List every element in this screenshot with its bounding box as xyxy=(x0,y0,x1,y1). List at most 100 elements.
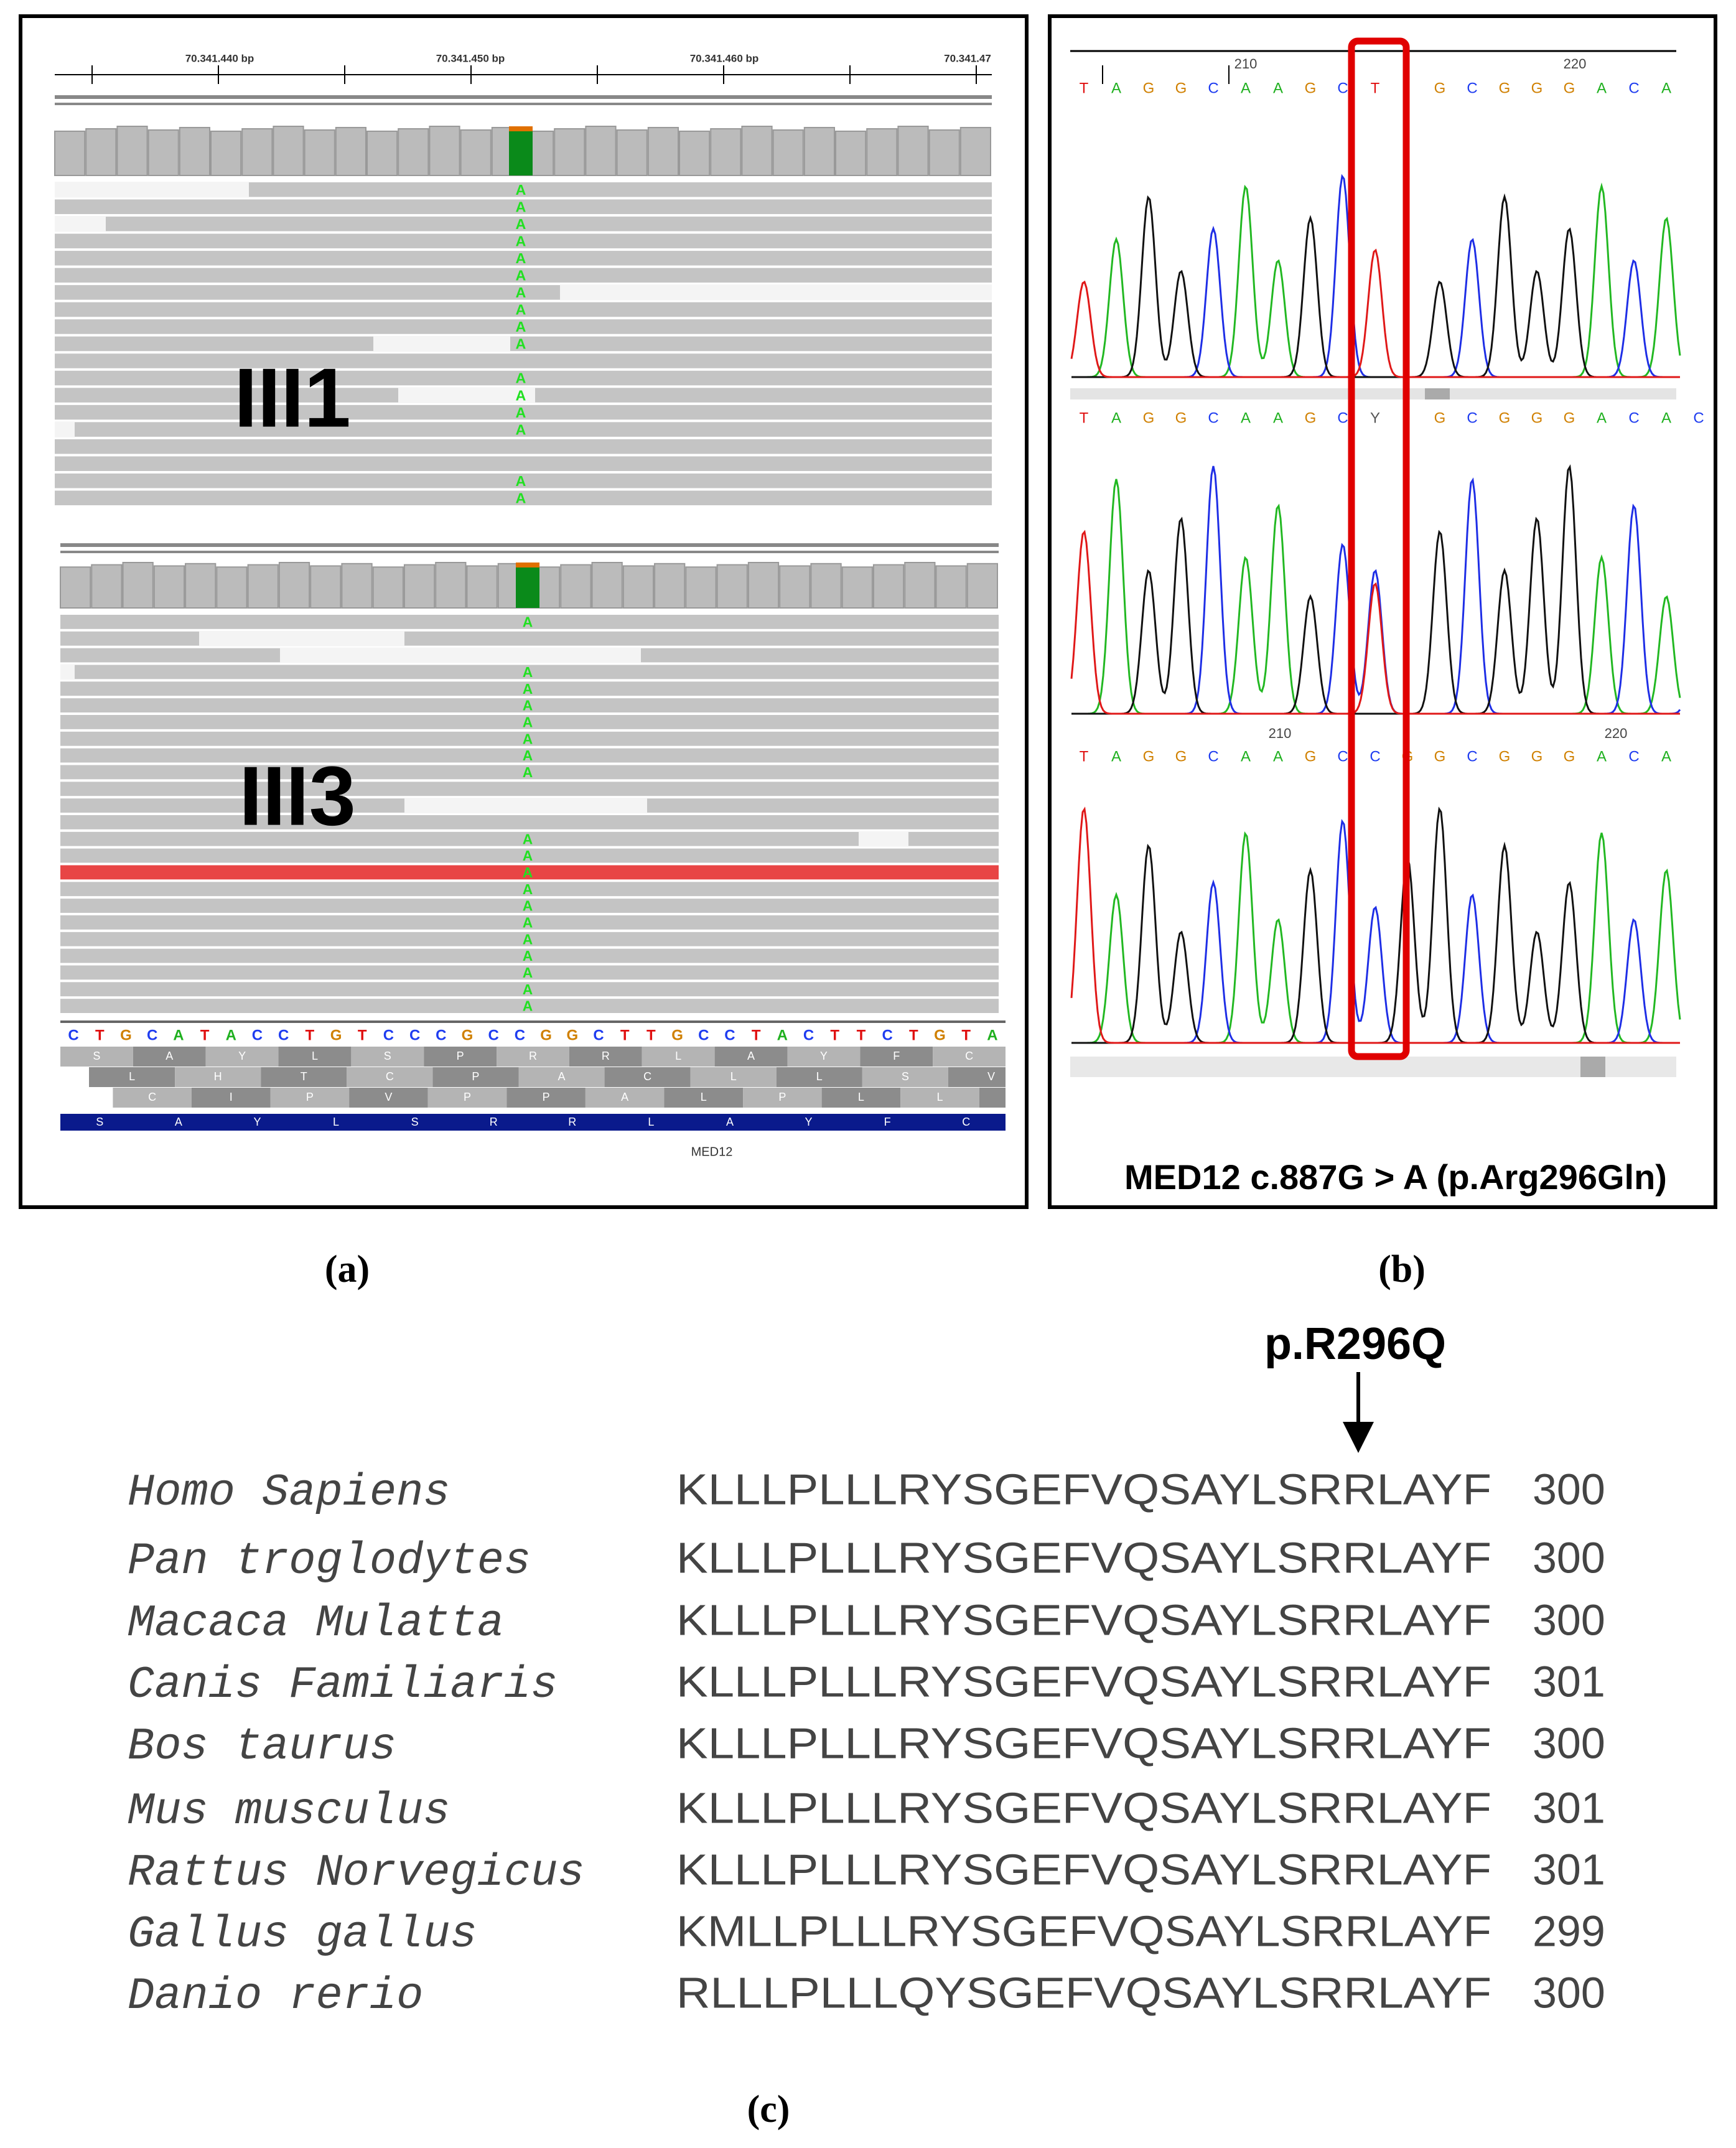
alt-base: A xyxy=(523,731,533,747)
gene-amino-acid: F xyxy=(884,1116,891,1128)
coverage-bar xyxy=(85,128,117,176)
ref-base: T xyxy=(909,1027,918,1044)
amino-acid: S xyxy=(384,1050,391,1062)
alt-base: A xyxy=(516,284,526,301)
codon xyxy=(979,1088,1006,1108)
coverage-bar xyxy=(153,565,185,609)
amino-acid: V xyxy=(987,1070,995,1083)
trace-peaks xyxy=(1071,479,1681,715)
panel-a-frame xyxy=(19,14,1029,1209)
codon xyxy=(175,1067,261,1087)
trace-base: G xyxy=(1143,748,1155,765)
trace-base: T xyxy=(1371,80,1380,96)
coverage-bar xyxy=(554,128,586,176)
amino-acid: H xyxy=(214,1070,222,1083)
coverage-bar xyxy=(147,129,179,176)
coverage-bar xyxy=(803,126,836,177)
codon xyxy=(278,1047,352,1067)
species: Gallus gallus xyxy=(128,1909,477,1960)
coverage-bar xyxy=(429,126,460,176)
coverage-bar xyxy=(585,126,617,176)
codon xyxy=(900,1088,979,1108)
ref-base: C xyxy=(147,1027,157,1044)
coverage-bar xyxy=(591,562,623,609)
position-label: 210 xyxy=(1269,726,1292,741)
track-divider xyxy=(60,551,999,553)
read xyxy=(60,982,999,997)
position: 300 xyxy=(1533,1465,1605,1513)
ref-base: C xyxy=(882,1027,892,1044)
coverage-bar xyxy=(835,130,867,176)
read xyxy=(55,233,992,249)
alt-base: A xyxy=(516,473,526,489)
codon xyxy=(664,1088,744,1108)
codon xyxy=(60,1047,133,1067)
ruler-label: 70.341.440 bp xyxy=(185,52,254,64)
alt-base: A xyxy=(523,914,533,930)
coverage-bar xyxy=(679,130,711,176)
read-gap xyxy=(373,335,510,352)
trace-base: A xyxy=(1661,409,1671,426)
sequence: KLLLPLLLRYSGEFVQSAYLSRRLAYF xyxy=(676,1657,1491,1706)
gene-amino-acid: Y xyxy=(253,1116,261,1128)
trace-peaks xyxy=(1070,806,1680,1044)
gene-amino-acid: S xyxy=(411,1116,419,1128)
ref-base: C xyxy=(515,1027,525,1044)
species: Pan troglodytes xyxy=(128,1536,531,1587)
amino-acid: A xyxy=(558,1070,566,1083)
trace-base: G xyxy=(1305,80,1317,96)
trace-base: C xyxy=(1208,409,1218,426)
coverage-bar xyxy=(398,128,429,176)
alt-base: A xyxy=(523,964,533,981)
amino-acid: Y xyxy=(820,1050,828,1062)
read xyxy=(55,490,992,505)
coverage-bar xyxy=(310,565,342,609)
coverage-bar xyxy=(841,566,873,609)
trace-base: G xyxy=(1531,748,1543,765)
sequence: KLLLPLLLRYSGEFVQSAYLSRRLAYF xyxy=(676,1465,1491,1513)
trace-peaks xyxy=(1070,530,1680,715)
trace-peaks xyxy=(1071,193,1680,378)
read xyxy=(60,882,999,897)
coverage-bar xyxy=(810,563,842,609)
codon xyxy=(261,1067,347,1087)
trace-base: G xyxy=(1531,80,1543,96)
position: 300 xyxy=(1533,1595,1605,1644)
alt-base: A xyxy=(516,387,526,403)
read-gap xyxy=(55,182,249,198)
track-divider xyxy=(55,95,992,99)
trace-base: G xyxy=(1434,748,1446,765)
ref-base: A xyxy=(226,1027,236,1044)
trace-base: G xyxy=(1499,748,1511,765)
trace-base: G xyxy=(1531,409,1543,426)
amino-acid: L xyxy=(937,1091,943,1103)
ref-base: A xyxy=(987,1027,997,1044)
ref-base: A xyxy=(777,1027,788,1044)
amino-acid: C xyxy=(643,1070,651,1083)
codon xyxy=(424,1047,497,1067)
amino-acid: A xyxy=(747,1050,755,1062)
amino-acid: L xyxy=(701,1091,707,1103)
coverage-bar xyxy=(747,562,780,609)
ref-base: T xyxy=(961,1027,971,1044)
trace-peaks xyxy=(1071,465,1681,715)
alt-base: A xyxy=(523,981,533,997)
sequence: KLLLPLLLRYSGEFVQSAYLSRRLAYF xyxy=(676,1595,1491,1644)
ref-base: C xyxy=(68,1027,78,1044)
read xyxy=(55,336,992,352)
codon xyxy=(518,1067,605,1087)
trace-base: G xyxy=(1499,80,1511,96)
trace-base: A xyxy=(1273,748,1283,765)
coverage-bar xyxy=(460,129,492,176)
read xyxy=(60,848,999,863)
trace-base: C xyxy=(1628,748,1639,765)
read xyxy=(55,370,992,386)
read xyxy=(60,782,999,796)
trace-bar xyxy=(1070,388,1676,399)
alt-base: A xyxy=(523,848,533,864)
ref-base: G xyxy=(462,1027,474,1044)
ref-base: T xyxy=(857,1027,866,1044)
position-label: 220 xyxy=(1605,726,1628,741)
trace-base: G xyxy=(1175,748,1187,765)
